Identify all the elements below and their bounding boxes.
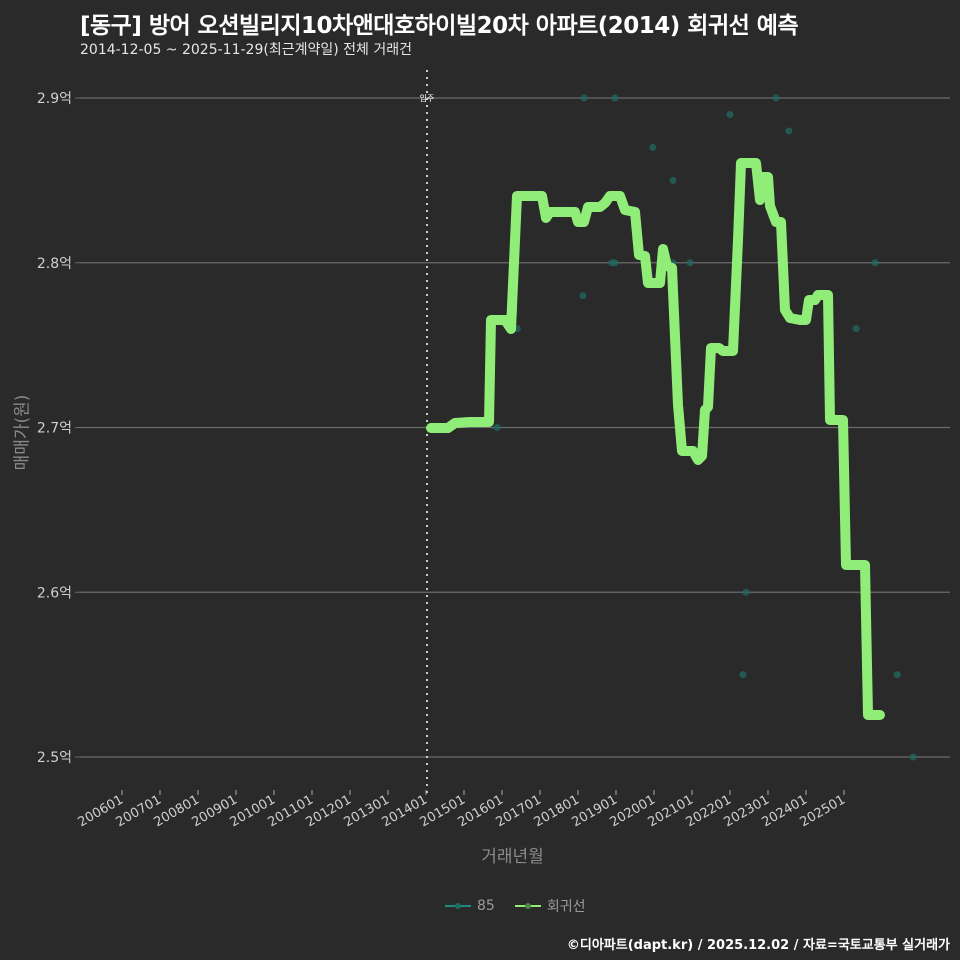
scatter-point [649,143,657,151]
y-tick-label: 2.9억 [37,91,72,107]
legend-key-85 [445,899,471,913]
scatter-point [611,94,619,102]
scatter-point [726,110,734,118]
scatter-point [739,671,747,679]
regression-line [426,158,885,720]
scatter-point [772,94,780,102]
y-tick-label: 2.8억 [37,256,72,272]
y-tick-label: 2.6억 [37,585,72,601]
source-footer: ©디아파트(dapt.kr) / 2025.12.02 / 자료=국토교통부 실… [566,938,950,953]
scatter-point [742,588,750,596]
move-in-annotation: 입주 [420,94,435,103]
scatter-point [669,176,677,184]
scatter-point [580,94,588,102]
y-tick-label: 2.7억 [37,421,72,437]
y-axis-label: 매매가(원) [12,394,33,471]
scatter-point [686,259,694,267]
scatter-point [611,259,619,267]
chart-subtitle: 2014-12-05 ~ 2025-11-29(최근계약일) 전체 거래건 [80,42,412,58]
scatter-point [852,325,860,333]
scatter-point [893,671,901,679]
scatter-point [493,424,501,431]
legend-key-regression [514,899,541,913]
y-tick-label: 2.5억 [37,750,72,766]
legend-label-regression: 회귀선 [546,899,586,915]
chart-legend: 85 회귀선 [445,896,599,916]
scatter-point [871,259,879,267]
scatter-point [785,127,793,135]
chart-title: [동구] 방어 오션빌리지10차앤대호하이빌20차 아파트(2014) 회귀선 … [80,13,799,39]
scatter-point [909,753,917,761]
scatter-point [579,292,587,300]
legend-label-85: 85 [477,898,495,914]
x-axis-label: 거래년월 [481,847,544,867]
